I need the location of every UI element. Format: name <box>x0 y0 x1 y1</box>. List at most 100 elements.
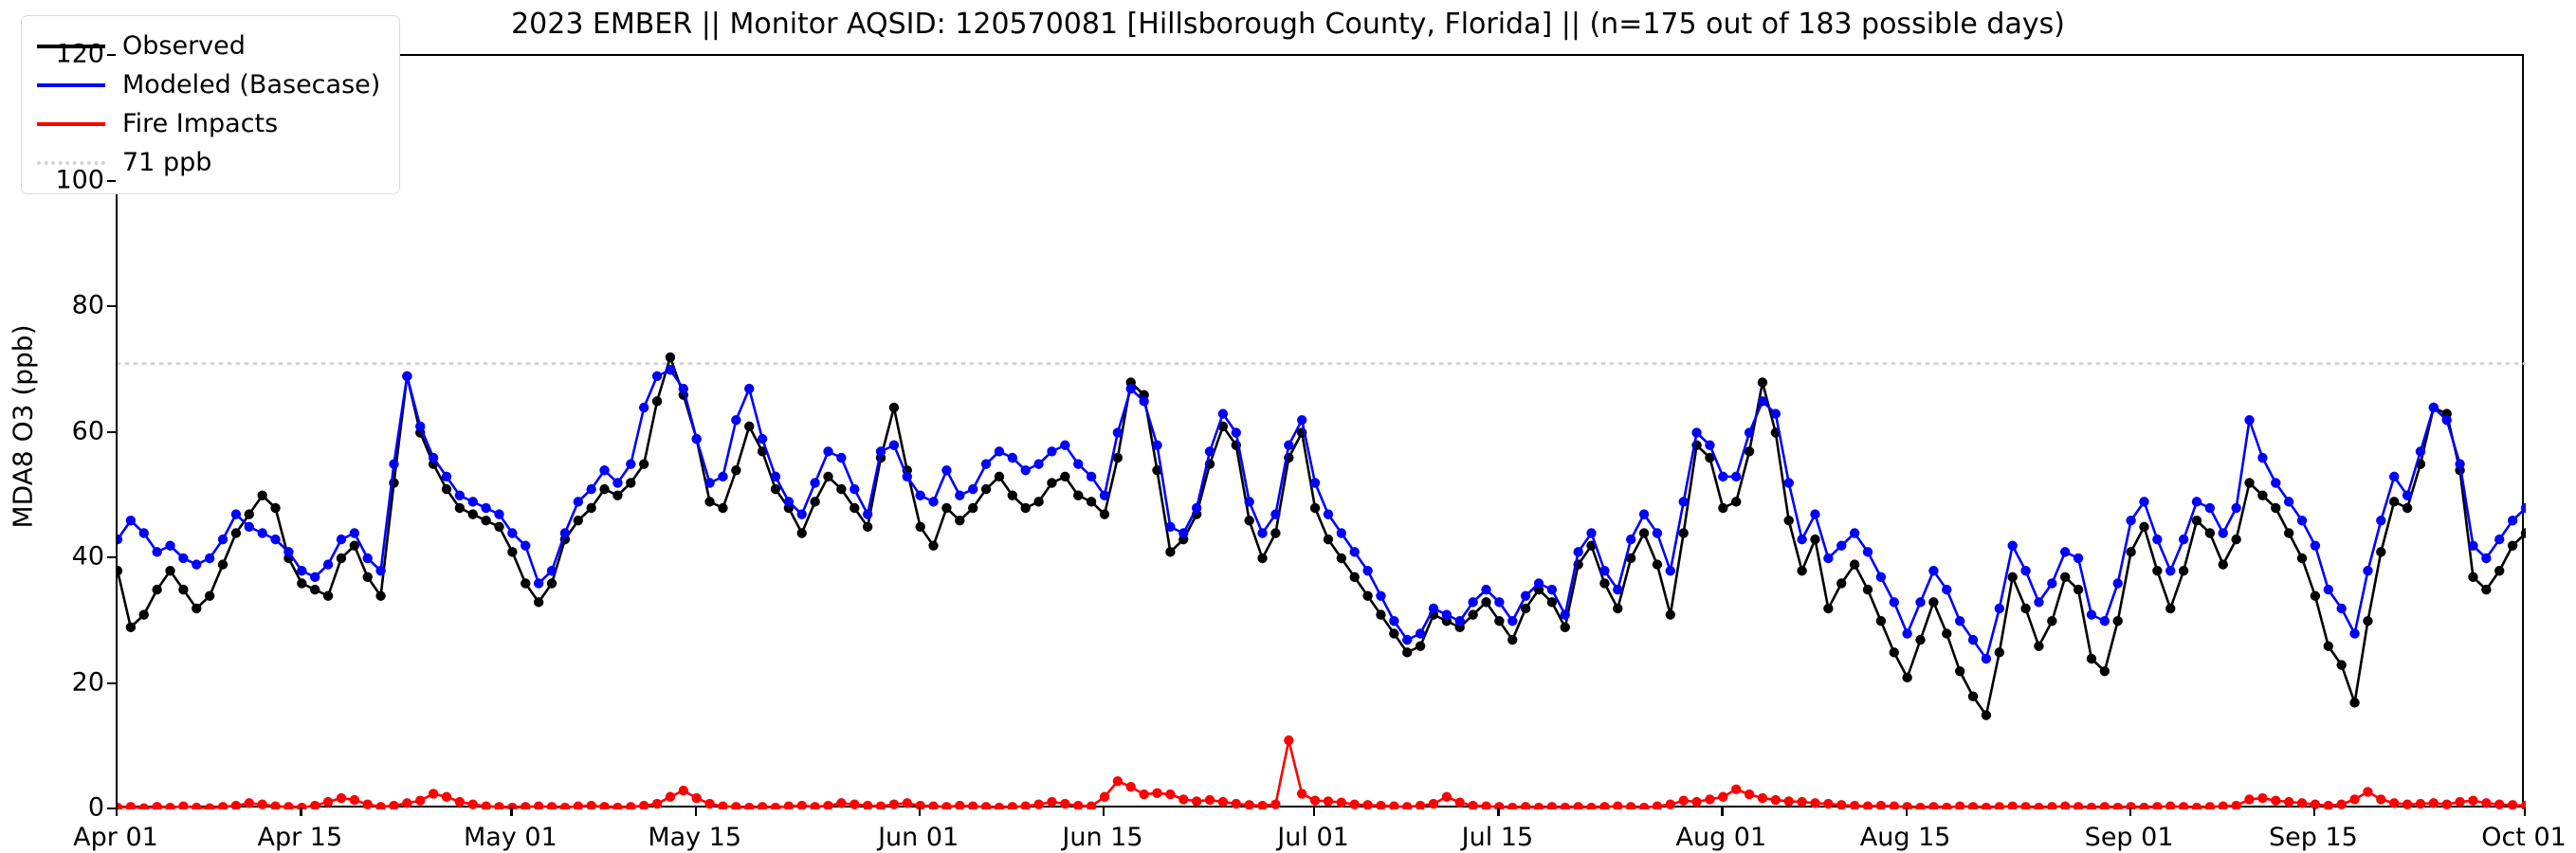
data-point <box>257 490 267 500</box>
data-point <box>2218 559 2228 570</box>
data-point <box>678 383 689 394</box>
data-point <box>1468 800 1478 809</box>
legend-item[interactable]: 71 ppb <box>37 143 380 182</box>
data-point <box>217 534 228 545</box>
data-point <box>1099 791 1110 802</box>
data-point <box>1520 603 1531 614</box>
data-point <box>336 534 347 545</box>
data-point <box>2034 597 2044 608</box>
data-point <box>217 802 228 809</box>
data-point <box>1073 490 1084 500</box>
data-point <box>1981 710 1992 720</box>
data-point <box>2139 802 2149 809</box>
data-point <box>1652 528 1663 538</box>
data-point <box>2507 540 2518 551</box>
data-point <box>2152 534 2163 545</box>
data-point <box>441 791 452 802</box>
data-point <box>2520 800 2526 809</box>
data-point <box>2126 516 2136 526</box>
data-point <box>1665 609 1676 620</box>
data-point <box>718 471 728 482</box>
data-point <box>1875 572 1887 583</box>
data-point <box>2126 547 2136 557</box>
data-point <box>283 802 294 809</box>
data-point <box>165 802 175 809</box>
x-axis-tick-label: Aug 15 <box>1859 823 1951 852</box>
data-point <box>2191 802 2202 809</box>
data-point <box>928 540 939 551</box>
data-point <box>152 802 162 809</box>
data-point <box>2494 566 2505 576</box>
data-point <box>1942 584 1952 595</box>
data-point <box>1139 396 1149 407</box>
data-point <box>651 396 663 407</box>
data-point <box>1020 502 1031 514</box>
data-point <box>454 490 466 500</box>
data-point <box>691 433 702 445</box>
legend-item[interactable]: Fire Impacts <box>37 104 380 143</box>
x-axis-tick-label: Jun 01 <box>878 823 959 852</box>
data-point <box>1165 547 1176 557</box>
data-point <box>1902 802 1912 809</box>
data-point <box>125 802 137 809</box>
data-point <box>1494 802 1505 809</box>
data-point <box>1705 794 1715 805</box>
data-point <box>2231 502 2241 514</box>
data-point <box>1875 800 1887 809</box>
data-point <box>2376 516 2386 526</box>
data-point <box>270 801 281 809</box>
data-point <box>2468 572 2478 583</box>
data-point <box>1507 802 1518 809</box>
data-point <box>1744 427 1755 438</box>
data-point <box>1731 497 1742 507</box>
data-point <box>980 802 992 809</box>
data-point <box>638 402 649 413</box>
data-point <box>1441 791 1452 802</box>
data-point <box>1638 528 1650 538</box>
data-point <box>1402 647 1413 658</box>
data-point <box>1599 802 1610 809</box>
data-point <box>467 799 478 809</box>
data-point <box>481 502 491 514</box>
legend-swatch-line-icon <box>37 82 105 87</box>
data-point <box>1520 590 1531 601</box>
data-point <box>244 509 254 519</box>
data-point <box>1468 609 1478 620</box>
data-point <box>309 584 320 595</box>
data-point <box>810 497 820 507</box>
data-point <box>1954 666 1965 677</box>
data-point <box>283 547 294 557</box>
data-point <box>836 452 847 463</box>
data-point <box>1915 634 1926 645</box>
data-point <box>651 371 663 382</box>
data-point <box>1376 590 1386 601</box>
data-point <box>1836 540 1847 551</box>
data-point <box>2296 798 2308 808</box>
data-point <box>521 578 531 589</box>
data-point <box>1047 446 1057 457</box>
data-point <box>1705 440 1715 450</box>
data-point <box>2507 800 2518 809</box>
legend-item[interactable]: Modeled (Basecase) <box>37 65 380 104</box>
legend-item[interactable]: Observed <box>37 27 380 65</box>
data-point <box>994 802 1005 809</box>
data-point <box>665 791 676 802</box>
y-axis-tick-mark <box>107 54 116 57</box>
data-point <box>1231 798 1241 809</box>
data-point <box>2455 459 2465 469</box>
data-point <box>1507 634 1518 645</box>
data-point <box>1783 516 1794 526</box>
data-point <box>1942 628 1952 639</box>
data-point <box>731 415 741 426</box>
data-point <box>757 802 768 809</box>
data-point <box>1415 800 1426 809</box>
data-point <box>1889 647 1899 658</box>
data-point <box>744 383 755 394</box>
data-point <box>1309 502 1321 514</box>
data-point <box>2191 516 2202 526</box>
data-point <box>2481 553 2492 564</box>
data-point <box>2020 566 2031 576</box>
data-point <box>507 802 518 809</box>
data-point <box>1376 800 1386 809</box>
data-point <box>1625 553 1636 564</box>
